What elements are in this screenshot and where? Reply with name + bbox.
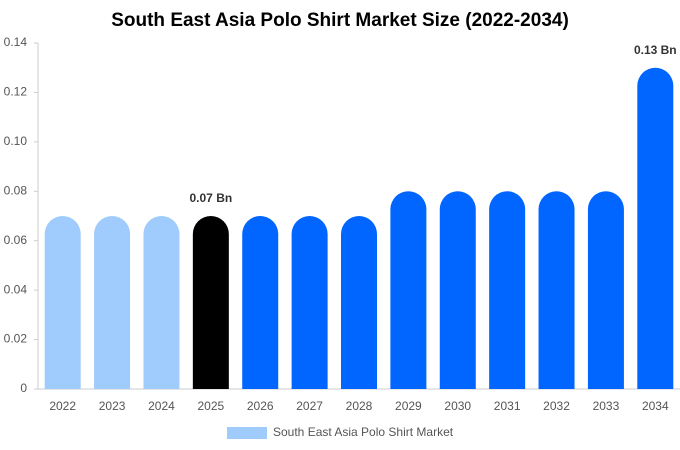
x-tick-label: 2024 [148,399,175,413]
chart-title: South East Asia Polo Shirt Market Size (… [111,10,569,31]
y-tick-label: 0.06 [4,233,28,247]
value-label: 0.13 Bn [634,43,677,57]
value-label: 0.07 Bn [190,191,233,205]
bar [489,191,526,389]
x-tick-label: 2030 [444,399,471,413]
bar [291,216,328,389]
y-tick-label: 0 [20,381,27,395]
x-tick-label: 2032 [543,399,570,413]
x-tick-label: 2029 [395,399,422,413]
bar [637,67,674,389]
bar [94,216,131,389]
y-tick-label: 0.12 [4,85,28,99]
x-tick-label: 2022 [49,399,76,413]
x-tick-label: 2034 [642,399,669,413]
y-tick-label: 0.04 [4,282,28,296]
bar [439,191,476,389]
bar [587,191,624,389]
x-tick-label: 2031 [494,399,521,413]
x-tick-label: 2028 [346,399,373,413]
x-tick-label: 2025 [197,399,224,413]
legend-swatch [227,427,267,439]
y-tick-label: 0.02 [4,332,28,346]
bar [44,216,81,389]
x-tick-label: 2026 [247,399,274,413]
bar [341,216,377,389]
y-tick-label: 0.14 [4,35,28,49]
legend-label: South East Asia Polo Shirt Market [273,425,454,439]
y-tick-label: 0.08 [4,183,28,197]
x-tick-label: 2023 [99,399,126,413]
bar [242,216,279,389]
bar [143,216,180,389]
bar [192,216,229,389]
bar [390,191,427,389]
x-tick-label: 2027 [296,399,323,413]
y-tick-label: 0.10 [4,134,28,148]
bar [538,191,575,389]
x-tick-label: 2033 [593,399,620,413]
